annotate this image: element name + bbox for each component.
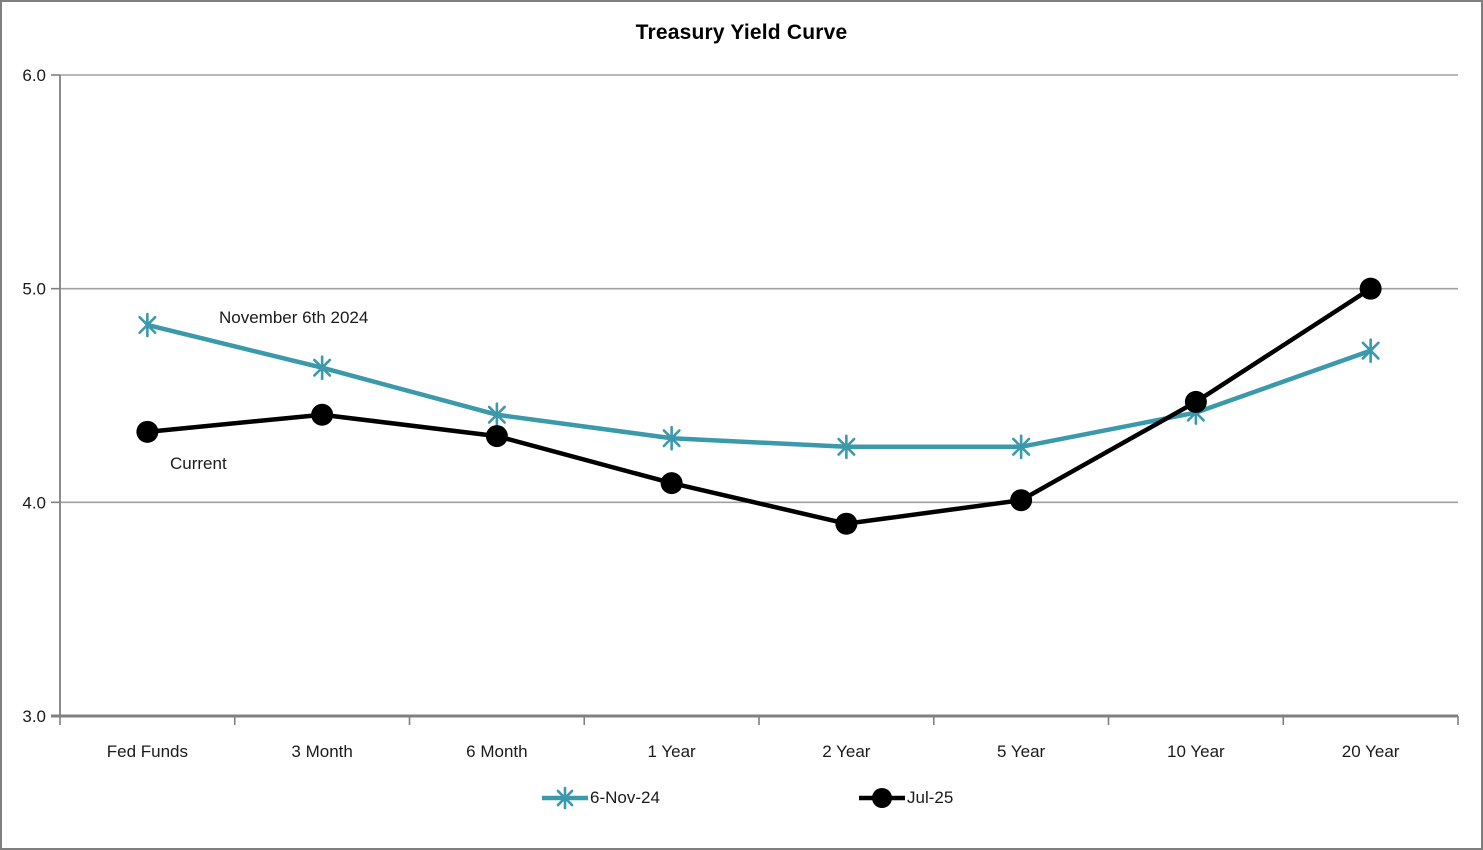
data-marker-asterisk	[313, 358, 332, 377]
x-category-label: Fed Funds	[107, 742, 188, 761]
data-marker-circle	[311, 403, 334, 426]
data-marker-asterisk	[837, 437, 856, 456]
data-marker-asterisk	[1012, 437, 1031, 456]
legend-item-6-nov-24: 6-Nov-24	[542, 785, 660, 811]
data-marker-asterisk	[138, 315, 157, 335]
data-marker-circle	[1010, 489, 1033, 512]
legend-label-jul-25: Jul-25	[907, 788, 954, 807]
data-marker-circle	[835, 512, 858, 535]
x-category-label: 6 Month	[466, 742, 527, 761]
data-marker-asterisk	[662, 429, 681, 448]
x-category-label: 1 Year	[648, 742, 697, 761]
legend-item-jul-25: Jul-25	[859, 785, 953, 811]
y-tick-label: 6.0	[22, 66, 46, 85]
legend-asterisk	[556, 789, 574, 807]
legend-marker-asterisk-icon	[542, 786, 588, 810]
legend-marker-circle-icon	[859, 788, 905, 808]
legend-circle	[872, 788, 892, 808]
y-tick-label: 3.0	[22, 707, 46, 726]
data-marker-circle	[136, 420, 159, 443]
series-line-6-Nov-24	[146, 322, 1372, 450]
data-marker-circle	[1184, 390, 1207, 413]
data-marker-circle	[485, 425, 508, 448]
x-category-label: 2 Year	[822, 742, 871, 761]
annotation-current-series: Current	[170, 454, 227, 473]
chart-title: Treasury Yield Curve	[635, 21, 848, 44]
data-marker-circle	[660, 472, 683, 495]
x-category-label: 10 Year	[1167, 742, 1225, 761]
data-marker-asterisk	[487, 405, 506, 424]
annotation-november-series: November 6th 2024	[219, 308, 369, 327]
legend-label-6-nov-24: 6-Nov-24	[590, 788, 660, 807]
y-tick-label: 4.0	[22, 493, 46, 512]
x-category-label: 20 Year	[1342, 742, 1400, 761]
x-category-label: 3 Month	[291, 742, 352, 761]
y-tick-label: 5.0	[22, 280, 46, 299]
series-line-Jul-25	[147, 286, 1372, 526]
data-marker-asterisk	[1361, 341, 1380, 360]
data-marker-circle	[1359, 277, 1382, 300]
x-category-label: 5 Year	[997, 742, 1046, 761]
